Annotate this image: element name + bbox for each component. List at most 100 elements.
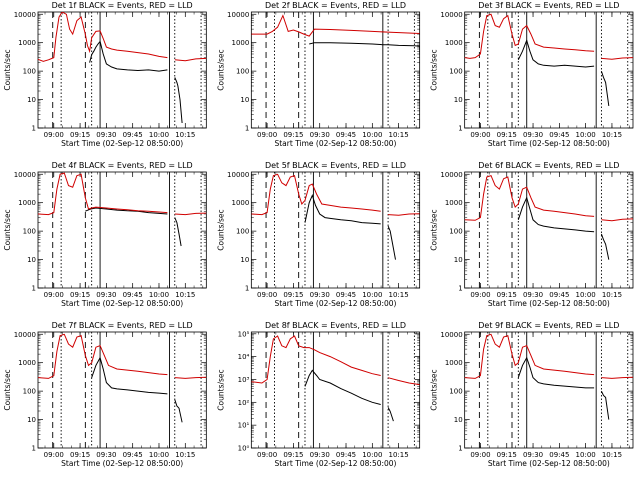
series-group — [464, 333, 633, 420]
y-tick-label: 10000 — [14, 11, 36, 19]
y-tick-label: 10⁴ — [238, 353, 250, 361]
x-tick-label: 10:15 — [602, 291, 622, 299]
x-tick-label: 10:15 — [389, 451, 409, 459]
x-tick-label: 09:45 — [123, 451, 143, 459]
events-series-line — [91, 356, 168, 395]
y-tick-label: 100 — [236, 68, 249, 76]
y-axis-label: Counts/sec — [430, 209, 439, 250]
x-tick-label: 10:15 — [602, 451, 622, 459]
y-tick-label: 10² — [238, 399, 250, 407]
x-tick-label: 09:15 — [497, 131, 517, 139]
y-tick-label: 10000 — [440, 171, 462, 179]
chart-title: Det 8f BLACK = Events, RED = LLD — [265, 321, 406, 330]
chart-panel-5: Det 5f BLACK = Events, RED = LLD 1 10 100 10… — [216, 161, 421, 308]
y-tick-label: 1 — [458, 285, 462, 293]
series-group — [464, 13, 633, 106]
y-tick-label: 100 — [449, 68, 462, 76]
plot-frame — [37, 331, 207, 449]
x-tick-label: 10:15 — [602, 131, 622, 139]
x-tick-label: 10:15 — [175, 451, 195, 459]
y-axis-label: Counts/sec — [216, 49, 225, 90]
x-axis-label: Start Time (02-Sep-12 08:50:00) — [274, 299, 396, 308]
y-tick-label: 1 — [245, 125, 249, 133]
x-axis-label: Start Time (02-Sep-12 08:50:00) — [61, 139, 183, 148]
y-tick-label: 10000 — [440, 11, 462, 19]
chart-panel-7: Det 7f BLACK = Events, RED = LLD 1 10 100 10… — [3, 321, 207, 468]
chart-panel-6: Det 6f BLACK = Events, RED = LLD 1 10 100 10… — [430, 161, 634, 308]
x-tick-label: 09:45 — [549, 291, 569, 299]
plot-frame — [250, 171, 421, 289]
y-axis-label: Counts/sec — [430, 49, 439, 90]
y-tick-label: 1 — [32, 125, 36, 133]
series-group — [38, 12, 207, 124]
x-tick-label: 09:30 — [523, 291, 543, 299]
plot-frame — [464, 171, 634, 289]
chart-panel-2: Det 2f BLACK = Events, RED = LLD 1 10 100 10… — [216, 1, 421, 148]
y-tick-label: 1 — [458, 445, 462, 453]
x-tick-label: 10:00 — [149, 291, 169, 299]
x-tick-label: 09:30 — [523, 131, 543, 139]
lld-series-line — [174, 57, 207, 62]
chart-panel-3: Det 3f BLACK = Events, RED = LLD 1 10 100 10… — [430, 1, 634, 148]
y-tick-label: 10 — [27, 256, 36, 264]
series-group — [38, 172, 207, 247]
y-tick-label: 1 — [245, 285, 249, 293]
x-tick-label: 09:15 — [497, 291, 517, 299]
chart-panel-4: Det 4f BLACK = Events, RED = LLD 1 10 100 10… — [3, 161, 207, 308]
lld-series-line — [38, 172, 168, 216]
y-tick-label: 10 — [27, 416, 36, 424]
x-tick-label: 09:00 — [44, 451, 64, 459]
x-tick-label: 10:00 — [576, 291, 596, 299]
x-tick-label: 09:30 — [96, 451, 116, 459]
y-tick-label: 10 — [454, 96, 463, 104]
x-tick-label: 10:15 — [389, 131, 409, 139]
lld-series-line — [601, 218, 633, 222]
y-tick-label: 10000 — [440, 331, 462, 339]
x-tick-label: 09:30 — [96, 131, 116, 139]
series-group — [38, 333, 207, 423]
x-tick-label: 09:45 — [336, 291, 356, 299]
plot-frame — [250, 11, 421, 129]
y-axis-label: Counts/sec — [216, 369, 225, 410]
y-axis-label: Counts/sec — [430, 369, 439, 410]
chart-title: Det 5f BLACK = Events, RED = LLD — [265, 161, 406, 170]
x-tick-label: 09:00 — [257, 451, 277, 459]
plot-frame — [37, 171, 207, 289]
y-tick-label: 1000 — [445, 199, 463, 207]
events-series-line — [174, 217, 182, 247]
x-tick-label: 09:00 — [470, 451, 490, 459]
x-tick-label: 09:45 — [549, 451, 569, 459]
y-tick-label: 1000 — [18, 39, 36, 47]
x-tick-label: 09:15 — [70, 451, 90, 459]
x-tick-label: 09:00 — [44, 131, 64, 139]
x-tick-label: 10:15 — [175, 291, 195, 299]
lld-series-line — [464, 174, 595, 221]
x-tick-label: 09:15 — [497, 451, 517, 459]
events-series-line — [309, 42, 420, 65]
y-tick-label: 10³ — [238, 376, 250, 384]
chart-title: Det 1f BLACK = Events, RED = LLD — [52, 1, 193, 10]
y-tick-label: 10⁵ — [238, 330, 250, 338]
y-tick-label: 1 — [458, 125, 462, 133]
y-tick-label: 10⁰ — [238, 445, 250, 453]
x-tick-label: 10:00 — [576, 451, 596, 459]
series-group — [251, 335, 420, 422]
lld-series-line — [464, 333, 595, 379]
y-tick-label: 100 — [449, 388, 462, 396]
events-series-line — [89, 40, 168, 72]
y-tick-label: 10 — [454, 256, 463, 264]
x-tick-label: 10:00 — [576, 131, 596, 139]
chart-title: Det 2f BLACK = Events, RED = LLD — [265, 1, 406, 10]
x-tick-label: 09:00 — [257, 291, 277, 299]
lld-series-line — [251, 14, 420, 37]
plot-frame — [250, 331, 421, 449]
y-tick-label: 1000 — [18, 359, 36, 367]
events-series-line — [174, 77, 183, 124]
y-tick-label: 100 — [23, 228, 36, 236]
y-tick-label: 100 — [236, 228, 249, 236]
x-axis-label: Start Time (02-Sep-12 08:50:00) — [488, 459, 610, 468]
x-tick-label: 09:45 — [336, 131, 356, 139]
lld-series-line — [251, 335, 381, 384]
x-tick-label: 09:15 — [283, 291, 303, 299]
